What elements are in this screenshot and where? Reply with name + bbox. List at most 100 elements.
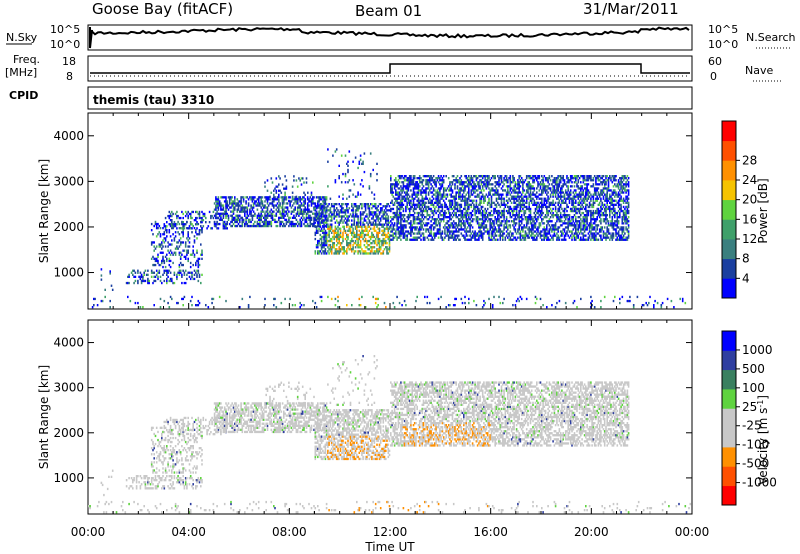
range-gate-cell	[337, 225, 339, 228]
range-gate-cell	[401, 224, 403, 227]
range-gate-cell	[354, 239, 357, 243]
range-gate-cell	[451, 191, 454, 194]
freq-panel: Freq. [MHz] 18 8 60 0 Nave	[5, 53, 782, 83]
range-gate-cell	[206, 227, 208, 230]
range-gate-cell	[465, 216, 468, 219]
range-gate-cell	[324, 235, 327, 239]
range-gate-cell	[562, 179, 564, 182]
range-gate-cell	[429, 181, 431, 184]
range-gate-cell	[421, 187, 424, 190]
range-gate-cell	[386, 203, 388, 206]
range-gate-cell	[491, 232, 494, 235]
range-gate-cell	[254, 196, 256, 199]
range-gate-cell	[295, 222, 298, 226]
range-gate-cell	[372, 233, 374, 237]
range-gate-cell	[332, 229, 334, 232]
range-gate-cell	[390, 207, 392, 211]
range-gate-cell	[337, 209, 339, 212]
range-gate-cell	[196, 227, 198, 230]
range-gate-cell	[476, 232, 479, 235]
range-gate-cell	[279, 204, 281, 207]
range-gate-cell	[300, 216, 303, 219]
range-gate-cell	[201, 216, 203, 220]
range-gate-cell	[357, 225, 359, 228]
range-gate-cell	[171, 221, 173, 224]
range-gate-cell	[314, 203, 317, 206]
range-gate-cell	[378, 221, 381, 224]
range-gate-cell	[577, 203, 580, 206]
range-gate-cell	[422, 218, 425, 221]
range-gate-cell	[189, 227, 192, 230]
range-gate-cell	[174, 253, 177, 256]
range-gate-cell	[181, 220, 183, 224]
range-gate-cell	[461, 228, 464, 231]
range-gate-cell	[455, 197, 457, 200]
range-gate-cell	[558, 185, 561, 188]
range-gate-cell	[408, 185, 411, 188]
range-gate-cell	[182, 216, 184, 220]
range-gate-cell	[310, 218, 313, 221]
range-gate-cell	[575, 191, 577, 194]
range-gate-cell	[411, 193, 413, 196]
range-gate-cell	[524, 226, 527, 229]
range-gate-cell	[401, 197, 403, 200]
range-gate-cell	[390, 220, 392, 223]
range-gate-cell	[271, 181, 274, 184]
range-gate-cell	[553, 181, 556, 184]
range-gate-cell	[313, 218, 315, 221]
range-gate-cell	[338, 175, 340, 178]
range-gate-cell	[500, 203, 503, 206]
range-gate-cell	[310, 198, 313, 201]
range-gate-cell	[541, 201, 543, 204]
range-gate-cell	[449, 199, 451, 202]
range-gate-cell	[553, 214, 556, 217]
range-gate-cell	[353, 215, 356, 218]
range-gate-cell	[322, 211, 324, 214]
range-gate-cell	[451, 203, 454, 206]
range-gate-cell	[346, 250, 348, 253]
range-gate-cell	[349, 227, 352, 230]
range-gate-cell	[187, 231, 189, 234]
range-gate-cell	[329, 244, 332, 247]
range-gate-cell	[205, 221, 207, 224]
range-gate-cell	[575, 236, 577, 239]
range-gate-cell	[485, 183, 488, 186]
range-gate-cell	[317, 213, 319, 216]
range-gate-cell	[283, 214, 285, 217]
range-gate-cell	[573, 181, 576, 184]
range-gate-cell	[425, 209, 427, 213]
range-gate-cell	[294, 222, 296, 226]
range-gate-cell	[520, 181, 523, 184]
freq-tick-high: 18	[62, 55, 76, 68]
range-gate-cell	[460, 175, 463, 178]
range-gate-cell	[470, 179, 473, 182]
range-gate-cell	[456, 216, 459, 219]
range-gate-cell	[323, 219, 325, 222]
range-gate-cell	[387, 215, 390, 218]
range-gate-cell	[232, 206, 235, 209]
range-gate-cell	[333, 252, 335, 255]
range-gate-cell	[421, 183, 424, 186]
range-gate-cell	[130, 271, 133, 274]
range-gate-cell	[556, 179, 558, 182]
range-gate-cell	[427, 191, 430, 194]
range-gate-cell	[416, 218, 418, 221]
range-gate-cell	[585, 224, 587, 227]
range-gate-cell	[575, 211, 577, 215]
range-gate-cell	[557, 236, 559, 239]
range-gate-cell	[367, 203, 369, 206]
range-gate-cell	[461, 218, 464, 221]
range-gate-cell	[213, 222, 216, 226]
range-gate-cell	[184, 255, 187, 258]
range-gate-cell	[256, 208, 259, 211]
range-gate-cell	[257, 196, 260, 199]
range-gate-cell	[436, 218, 439, 221]
range-gate-cell	[514, 181, 517, 184]
range-gate-cell	[323, 223, 325, 226]
range-gate-cell	[543, 232, 546, 235]
range-gate-cell	[452, 179, 455, 182]
range-gate-cell	[300, 224, 303, 228]
range-gate-cell	[459, 183, 461, 186]
range-gate-cell	[561, 220, 563, 223]
